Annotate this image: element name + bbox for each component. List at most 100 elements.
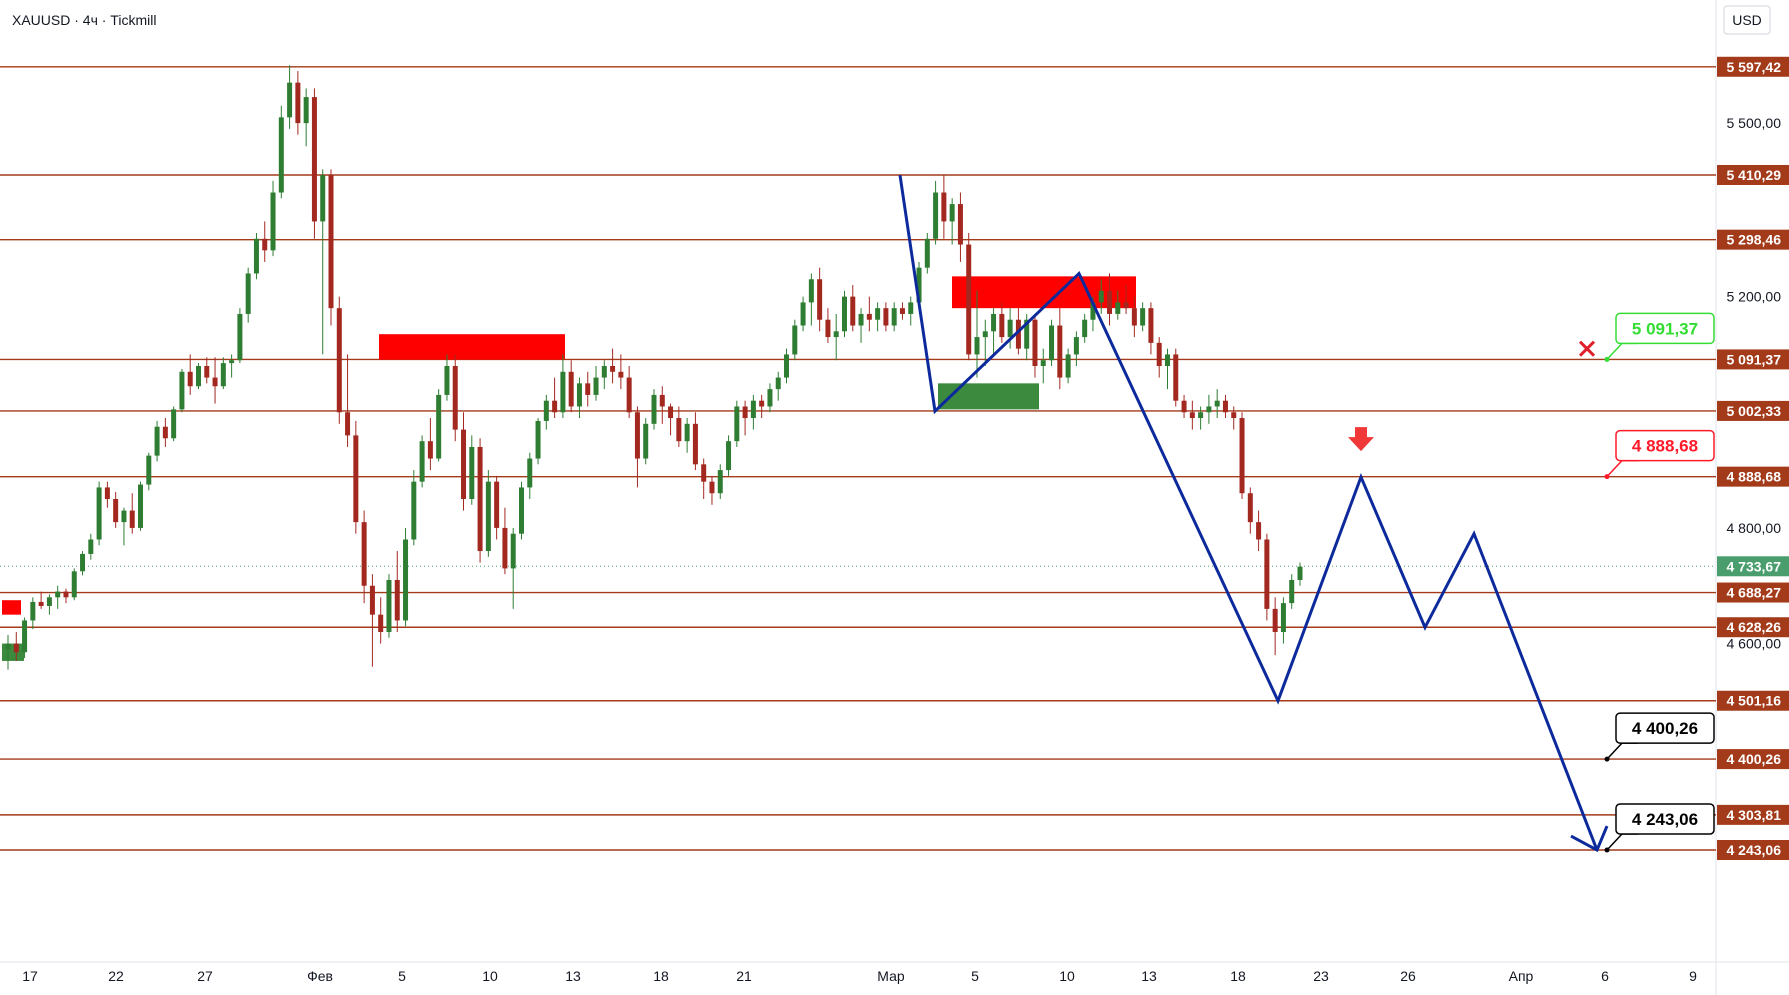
candle-body — [585, 383, 591, 395]
currency-label[interactable]: USD — [1732, 12, 1762, 28]
candle-body — [817, 279, 823, 320]
candle-body — [1189, 412, 1195, 419]
candle-body — [601, 365, 607, 378]
candle-body — [336, 308, 342, 413]
supply-zone — [952, 276, 1136, 309]
supply-zone — [2, 600, 21, 615]
candle-body — [1222, 400, 1228, 413]
level-price-label-bg — [1717, 840, 1789, 860]
candle-body — [502, 527, 508, 569]
callout-label: 4 243,06 — [1632, 810, 1698, 829]
candle-body — [204, 365, 210, 378]
candle-body — [303, 97, 309, 124]
candle-body — [676, 418, 682, 442]
ticker-label[interactable]: XAUUSD · 4ч · Tickmill — [12, 12, 156, 28]
candle-body — [278, 117, 284, 193]
candle-body — [800, 302, 806, 326]
candle-body — [13, 643, 19, 653]
callout-pointer — [1606, 833, 1638, 851]
callouts: 5 091,37 4 888,68 4 400,26 4 243,06 — [1604, 312, 1715, 853]
time-tick-label: 10 — [482, 968, 498, 984]
candle-body — [220, 363, 226, 387]
candle-body — [71, 571, 77, 598]
candle-body — [146, 455, 152, 485]
candle-body — [941, 192, 947, 222]
candle-body — [1131, 308, 1137, 326]
candle-body — [485, 481, 491, 552]
candles — [5, 65, 1303, 670]
candle-body — [1040, 360, 1046, 366]
candle-body — [411, 481, 417, 540]
candle-body — [469, 446, 475, 500]
down-arrow-marker — [1348, 427, 1374, 452]
candle-body — [825, 319, 831, 338]
candle-body — [759, 400, 765, 407]
candle-body — [179, 371, 185, 410]
level-price-label-bg — [1717, 229, 1789, 250]
level-price-label: 4 400,26 — [1727, 751, 1782, 767]
candle-body — [1015, 319, 1021, 349]
cross-marker — [1578, 340, 1596, 357]
time-tick-label: 6 — [1601, 968, 1609, 984]
candle-body — [643, 423, 649, 459]
candle-body — [808, 279, 814, 303]
candle-body — [138, 484, 144, 528]
candle-body — [1181, 400, 1187, 413]
level-price-label-bg — [1717, 349, 1789, 370]
candle-body — [38, 601, 44, 606]
candle-body — [510, 533, 516, 569]
candle-body — [63, 591, 69, 598]
price-tick-label: 5 200,00 — [1727, 289, 1782, 305]
candle-body — [80, 553, 86, 572]
candle-body — [386, 579, 392, 633]
candle-body — [767, 389, 773, 407]
candle-body — [784, 354, 790, 378]
candle-body — [461, 429, 467, 500]
level-price-label: 4 688,27 — [1727, 585, 1782, 601]
candle-body — [1297, 566, 1303, 580]
candle-body — [295, 82, 301, 124]
time-tick-label: Мар — [877, 968, 905, 984]
candle-body — [452, 365, 458, 430]
candle-body — [610, 365, 616, 372]
level-price-label-bg — [1717, 617, 1789, 638]
level-price-label: 4 303,81 — [1727, 807, 1782, 823]
candle-body — [419, 441, 425, 482]
level-price-label: 5 597,42 — [1727, 59, 1782, 75]
candle-body — [369, 585, 375, 615]
supply-zone — [379, 334, 565, 360]
candle-body — [1007, 319, 1013, 338]
candle-body — [560, 371, 566, 413]
price-axis-ticks: 5 500,00 5 200,00 4 800,00 4 600,00 — [1727, 115, 1782, 651]
candle-body — [1115, 302, 1121, 314]
level-price-label: 5 002,33 — [1727, 403, 1782, 419]
candle-body — [899, 308, 905, 314]
candle-body — [991, 313, 997, 332]
callout-box — [1615, 429, 1715, 462]
time-tick-label: 18 — [653, 968, 669, 984]
price-axis-level-labels: 5 597,42 5 410,29 5 298,46 5 091,37 5 002,33… — [1717, 56, 1789, 860]
candle-body — [626, 377, 632, 413]
candle-body — [916, 267, 922, 303]
candle-body — [659, 394, 665, 407]
callout-label: 4 400,26 — [1632, 719, 1698, 738]
current-price-label-bg — [1717, 556, 1789, 577]
candle-body — [113, 499, 119, 523]
price-tick-label: 4 800,00 — [1727, 520, 1782, 536]
time-tick-label: Апр — [1509, 968, 1534, 984]
candle-body — [328, 175, 334, 309]
candle-body — [1024, 319, 1030, 349]
time-tick-label: Фев — [307, 968, 333, 984]
price-tick-label: 5 500,00 — [1727, 115, 1782, 131]
demand-zone — [2, 643, 24, 661]
candle-body — [345, 412, 351, 436]
candle-body — [378, 614, 384, 633]
candle-body — [1156, 342, 1162, 366]
projection-arrowhead — [1570, 825, 1609, 853]
candle-body — [543, 400, 549, 421]
callout-anchor — [1604, 356, 1610, 362]
candle-body — [320, 175, 326, 222]
level-price-label-bg — [1717, 690, 1789, 711]
candle-body — [129, 510, 135, 528]
